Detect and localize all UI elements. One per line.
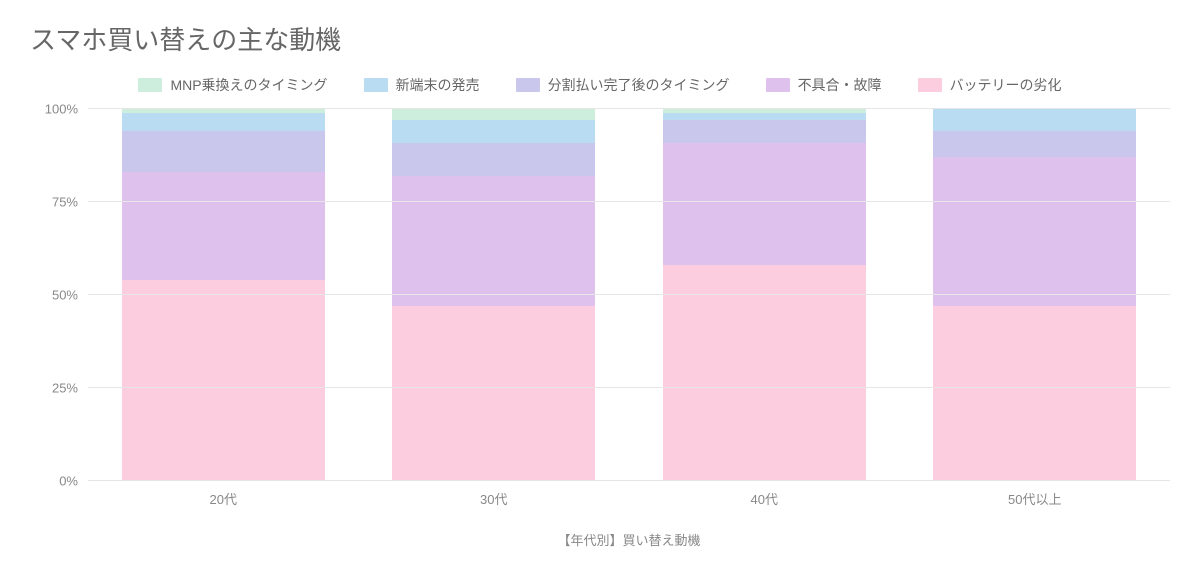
y-tick-label: 100%	[45, 102, 78, 117]
plot-area	[88, 109, 1170, 481]
y-tick-label: 50%	[52, 288, 78, 303]
segment-installment	[933, 131, 1136, 157]
legend-label: MNP乗換えのタイミング	[170, 75, 327, 95]
bar-slot	[900, 109, 1171, 481]
segment-installment	[663, 120, 866, 142]
legend-swatch	[516, 78, 540, 92]
y-tick-label: 0%	[59, 474, 78, 489]
bar-slot	[88, 109, 359, 481]
legend-swatch	[766, 78, 790, 92]
bar-20代	[122, 109, 325, 481]
legend-item-installment: 分割払い完了後のタイミング	[516, 75, 730, 95]
segment-defect	[933, 157, 1136, 306]
segment-defect	[663, 143, 866, 266]
legend-item-new_device: 新端末の発売	[364, 75, 480, 95]
segment-new_device	[392, 120, 595, 142]
y-tick-label: 75%	[52, 195, 78, 210]
legend: MNP乗換えのタイミング 新端末の発売 分割払い完了後のタイミング 不具合・故障 バッテ…	[30, 75, 1170, 95]
legend-label: 分割払い完了後のタイミング	[548, 75, 730, 95]
legend-item-battery: バッテリーの劣化	[918, 75, 1062, 95]
x-tick-label: 20代	[88, 489, 359, 508]
chart-title: スマホ買い替えの主な動機	[30, 20, 1170, 57]
bars-layer	[88, 109, 1170, 481]
plot-row: 0%25%50%75%100%	[30, 109, 1170, 481]
legend-swatch	[364, 78, 388, 92]
segment-new_device	[122, 113, 325, 132]
segment-defect	[392, 176, 595, 306]
segment-mnp	[392, 109, 595, 120]
bar-40代	[663, 109, 866, 481]
segment-battery	[663, 265, 866, 481]
segment-battery	[392, 306, 595, 481]
legend-item-defect: 不具合・故障	[766, 75, 882, 95]
grid-line	[88, 201, 1170, 202]
grid-line	[88, 294, 1170, 295]
legend-label: バッテリーの劣化	[950, 75, 1062, 95]
x-axis: 20代30代40代50代以上	[88, 489, 1170, 508]
grid-line	[88, 480, 1170, 481]
legend-label: 新端末の発売	[396, 75, 480, 95]
segment-battery	[122, 280, 325, 481]
legend-swatch	[138, 78, 162, 92]
legend-item-mnp: MNP乗換えのタイミング	[138, 75, 327, 95]
y-tick-label: 25%	[52, 381, 78, 396]
x-tick-label: 50代以上	[900, 489, 1171, 508]
segment-defect	[122, 172, 325, 280]
y-axis: 0%25%50%75%100%	[30, 109, 88, 481]
grid-line	[88, 108, 1170, 109]
bar-30代	[392, 109, 595, 481]
legend-swatch	[918, 78, 942, 92]
legend-label: 不具合・故障	[798, 75, 882, 95]
segment-battery	[933, 306, 1136, 481]
segment-new_device	[663, 113, 866, 120]
x-tick-label: 30代	[359, 489, 630, 508]
segment-new_device	[933, 109, 1136, 131]
chart-container: スマホ買い替えの主な動機 MNP乗換えのタイミング 新端末の発売 分割払い完了後のタ…	[0, 0, 1200, 568]
x-tick-label: 40代	[629, 489, 900, 508]
grid-line	[88, 387, 1170, 388]
segment-installment	[122, 131, 325, 172]
x-axis-title: 【年代別】買い替え動機	[88, 530, 1170, 549]
bar-slot	[359, 109, 630, 481]
bar-slot	[629, 109, 900, 481]
bar-50代以上	[933, 109, 1136, 481]
segment-installment	[392, 143, 595, 176]
